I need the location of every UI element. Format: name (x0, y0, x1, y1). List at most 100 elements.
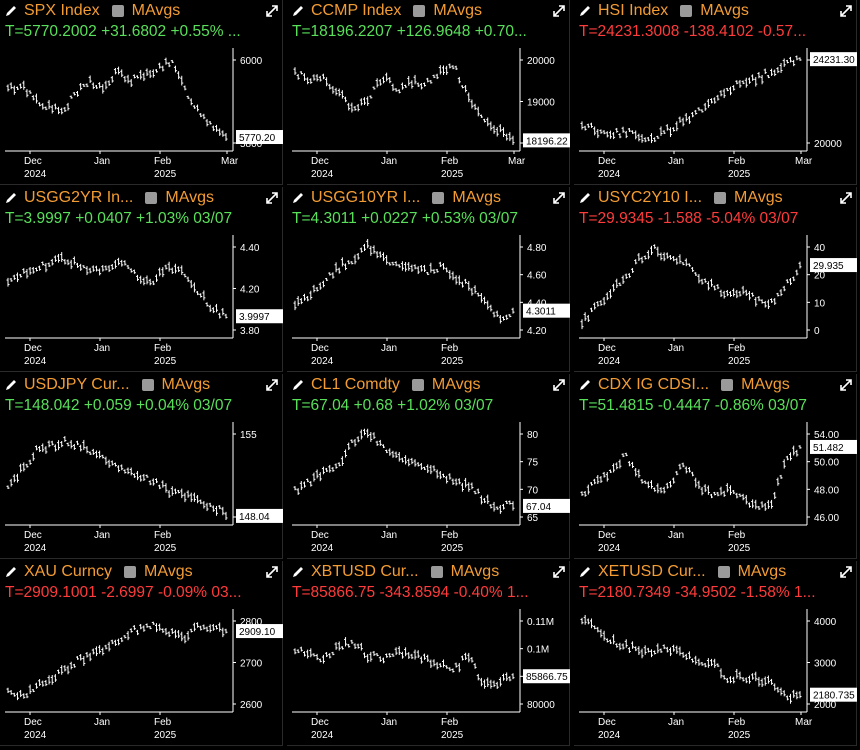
mavgs-checkbox[interactable] (145, 192, 158, 204)
y-tick-label: 0.11M (527, 617, 554, 628)
mavgs-checkbox[interactable] (141, 379, 154, 391)
pencil-icon[interactable] (4, 191, 18, 205)
expand-icon[interactable] (838, 190, 854, 206)
y-tick-label: 3.80 (240, 326, 260, 337)
chart-panel[interactable]: XBTUSD Cur... MAvgs T=85866.75 -343.8594 -… (287, 561, 570, 746)
price-chart[interactable]: 4.40 4.20 3.80 3.9997 Dec 2024 Jan Feb 2025 (0, 230, 283, 370)
pencil-icon[interactable] (4, 4, 18, 18)
mavgs-label[interactable]: MAvgs (737, 563, 787, 580)
pencil-icon[interactable] (578, 378, 592, 392)
expand-icon[interactable] (551, 377, 567, 393)
x-tick-month: Jan (94, 530, 110, 541)
security-title[interactable]: CDX IG CDSI... (598, 376, 710, 393)
chart-panel[interactable]: SPX Index MAvgs T=5770.2002 +31.6802 +0.55… (0, 0, 283, 185)
expand-icon[interactable] (838, 564, 854, 580)
security-title[interactable]: SPX Index (24, 2, 100, 19)
security-title[interactable]: XAU Curncy (24, 563, 113, 580)
expand-icon[interactable] (264, 377, 280, 393)
expand-icon[interactable] (264, 3, 280, 19)
expand-icon[interactable] (551, 564, 567, 580)
mavgs-checkbox[interactable] (411, 379, 424, 391)
quote-line: T=5770.2002 +31.6802 +0.55% ... (5, 23, 241, 40)
chart-panel[interactable]: USGG2YR In... MAvgs T=3.9997 +0.0407 +1.03… (0, 187, 283, 372)
mavgs-label[interactable]: MAvgs (700, 2, 749, 19)
price-chart[interactable]: 40 20 10 0 29.935 Dec 2024 Jan Feb 2025 (574, 230, 857, 370)
panel-header: XBTUSD Cur... MAvgs (291, 561, 565, 583)
pencil-icon[interactable] (578, 4, 592, 18)
pencil-icon[interactable] (4, 378, 18, 392)
y-tick-label: 54.00 (814, 430, 839, 441)
mavgs-checkbox[interactable] (413, 5, 426, 17)
mavgs-label[interactable]: MAvgs (161, 376, 211, 393)
mavgs-label[interactable]: MAvgs (450, 563, 500, 580)
pencil-icon[interactable] (291, 378, 305, 392)
x-tick-year: 2025 (441, 169, 464, 180)
expand-icon[interactable] (838, 3, 854, 19)
mavgs-checkbox[interactable] (721, 379, 734, 391)
expand-icon[interactable] (551, 190, 567, 206)
expand-icon[interactable] (838, 377, 854, 393)
quote-line: T=148.042 +0.059 +0.04% 03/07 (5, 397, 233, 414)
price-chart[interactable]: 20000190001800018196.22Dec2024JanFeb2025… (287, 43, 570, 183)
chart-panel[interactable]: CL1 Comdty MAvgs T=67.04 +0.68 +1.02% 03/0… (287, 374, 570, 559)
mavgs-checkbox[interactable] (717, 566, 730, 578)
pencil-icon[interactable] (578, 565, 592, 579)
panel-header: CL1 Comdty MAvgs (291, 374, 565, 396)
security-title[interactable]: USGG10YR I... (311, 189, 421, 206)
pencil-icon[interactable] (4, 565, 18, 579)
security-title[interactable]: XBTUSD Cur... (311, 563, 419, 580)
chart-panel[interactable]: USGG10YR I... MAvgs T=4.3011 +0.0227 +0.53… (287, 187, 570, 372)
pencil-icon[interactable] (291, 191, 305, 205)
panel-header: USYC2Y10 I... MAvgs (578, 187, 852, 209)
panel-header: XAU Curncy MAvgs (4, 561, 278, 583)
x-tick-year: 2025 (728, 356, 751, 367)
security-title[interactable]: USDJPY Cur... (24, 376, 130, 393)
pencil-icon[interactable] (578, 191, 592, 205)
chart-panel[interactable]: USDJPY Cur... MAvgs T=148.042 +0.059 +0.04… (0, 374, 283, 559)
chart-panel[interactable]: CCMP Index MAvgs T=18196.2207 +126.9648 +0… (287, 0, 570, 185)
price-chart[interactable]: 2800 2700 2600 2909.10 Dec 2024 Jan Feb 2025 (0, 604, 283, 744)
y-tick-label: 0 (814, 326, 820, 337)
mavgs-checkbox[interactable] (430, 566, 443, 578)
y-tick-label: 75 (527, 458, 539, 469)
chart-panel[interactable]: HSI Index MAvgs T=24231.3008 -138.4102 -0.… (574, 0, 857, 185)
mavgs-label[interactable]: MAvgs (741, 376, 790, 393)
security-title[interactable]: CCMP Index (311, 2, 402, 19)
mavgs-label[interactable]: MAvgs (431, 376, 481, 393)
price-chart[interactable]: 54.00 50.00 48.00 46.00 51.482 Dec 2024 Jan Feb 2… (574, 417, 857, 557)
security-title[interactable]: XETUSD Cur... (598, 563, 706, 580)
mavgs-checkbox[interactable] (432, 192, 445, 204)
security-title[interactable]: USGG2YR In... (24, 189, 134, 206)
chart-panel[interactable]: XAU Curncy MAvgs T=2909.1001 -2.6997 -0.09… (0, 561, 283, 746)
expand-icon[interactable] (264, 564, 280, 580)
mavgs-label[interactable]: MAvgs (131, 2, 181, 19)
mavgs-checkbox[interactable] (680, 5, 693, 17)
last-price-box (810, 439, 857, 454)
mavgs-label[interactable]: MAvgs (165, 189, 214, 206)
mavgs-label[interactable]: MAvgs (734, 189, 783, 206)
security-title[interactable]: HSI Index (598, 2, 669, 19)
pencil-icon[interactable] (291, 565, 305, 579)
security-title[interactable]: USYC2Y10 I... (598, 189, 703, 206)
chart-panel[interactable]: XETUSD Cur... MAvgs T=2180.7349 -34.9502 -… (574, 561, 857, 746)
mavgs-label[interactable]: MAvgs (144, 563, 193, 580)
mavgs-checkbox[interactable] (124, 566, 137, 578)
price-chart[interactable]: 0.11M0.1M900008000085866.75Dec2024JanFeb… (287, 604, 570, 744)
mavgs-label[interactable]: MAvgs (433, 2, 483, 19)
expand-icon[interactable] (551, 3, 567, 19)
mavgs-checkbox[interactable] (714, 192, 727, 204)
mavgs-checkbox[interactable] (111, 5, 124, 17)
x-tick-year: 2024 (24, 356, 47, 367)
security-title[interactable]: CL1 Comdty (311, 376, 400, 393)
chart-panel[interactable]: CDX IG CDSI... MAvgs T=51.4815 -0.4447 -0.… (574, 374, 857, 559)
pencil-icon[interactable] (291, 4, 305, 18)
chart-panel[interactable]: USYC2Y10 I... MAvgs T=29.9345 -1.588 -5.04… (574, 187, 857, 372)
mavgs-label[interactable]: MAvgs (452, 189, 501, 206)
expand-icon[interactable] (264, 190, 280, 206)
